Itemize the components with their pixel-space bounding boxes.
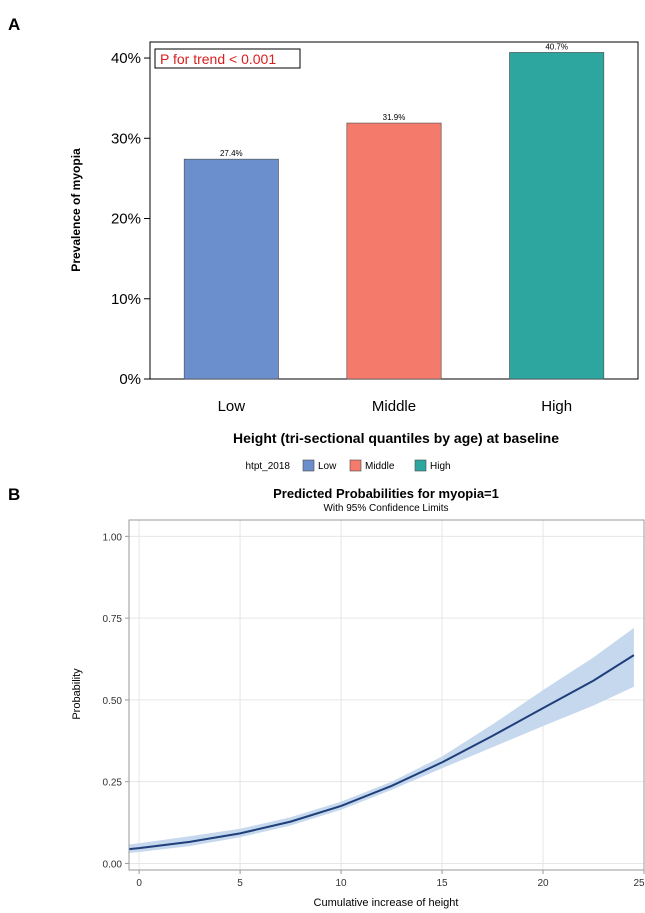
bar-middle bbox=[346, 122, 442, 380]
panel-b-label: B bbox=[8, 485, 20, 504]
panel-a-bars: 27.4% 31.9% 40.7% bbox=[183, 42, 605, 380]
trend-annotation: P for trend < 0.001 bbox=[160, 51, 276, 67]
x-tick-label: 10 bbox=[335, 878, 347, 889]
panel-b-subtitle: With 95% Confidence Limits bbox=[323, 503, 448, 514]
panel-a-y-axis: 0% 10% 20% 30% 40% bbox=[111, 50, 150, 388]
panel-b-grid bbox=[129, 520, 645, 870]
x-tick-label: 5 bbox=[237, 878, 243, 889]
legend-entry-label: High bbox=[430, 461, 451, 472]
legend-swatch bbox=[414, 459, 427, 472]
bar-data-label: 27.4% bbox=[220, 149, 243, 158]
panel-b-plot bbox=[128, 627, 635, 853]
x-category-label: Middle bbox=[372, 398, 416, 415]
bar-data-label: 40.7% bbox=[545, 42, 568, 51]
legend-title: htpt_2018 bbox=[246, 461, 291, 472]
panel-a-y-axis-title: Prevalence of myopia bbox=[69, 148, 83, 272]
panel-a-x-axis-title: Height (tri-sectional quantiles by age) … bbox=[233, 430, 559, 446]
panel-b-y-axis-title: Probability bbox=[71, 668, 83, 720]
y-tick-label: 0% bbox=[119, 371, 141, 388]
y-tick-label: 30% bbox=[111, 130, 141, 147]
panel-a-legend: htpt_2018 Low Middle High bbox=[246, 459, 451, 472]
legend-entry-label: Middle bbox=[365, 461, 395, 472]
panel-b-x-axis: 0 5 10 15 20 25 bbox=[136, 870, 645, 889]
x-category-label: Low bbox=[218, 398, 246, 415]
x-tick-label: 25 bbox=[633, 878, 645, 889]
panel-a-label: A bbox=[8, 15, 20, 34]
x-tick-label: 0 bbox=[136, 878, 142, 889]
panel-b-y-axis: 0.00 0.25 0.50 0.75 1.00 bbox=[103, 532, 129, 870]
y-tick-label: 10% bbox=[111, 291, 141, 308]
bar-low bbox=[183, 158, 279, 380]
y-tick-label: 20% bbox=[111, 211, 141, 228]
legend-swatch bbox=[349, 459, 362, 472]
confidence-band bbox=[129, 627, 634, 853]
x-tick-label: 15 bbox=[436, 878, 448, 889]
y-tick-label: 40% bbox=[111, 50, 141, 67]
bar-data-label: 31.9% bbox=[383, 113, 406, 122]
panel-b-plot-frame bbox=[128, 519, 645, 871]
trend-annotation-box bbox=[154, 48, 301, 69]
y-tick-label: 0.25 bbox=[103, 778, 123, 789]
y-tick-label: 0.75 bbox=[103, 614, 123, 625]
predicted-probability-line bbox=[128, 654, 635, 851]
panel-b-title: Predicted Probabilities for myopia=1 bbox=[273, 486, 499, 501]
y-tick-label: 1.00 bbox=[103, 532, 123, 543]
x-tick-label: 20 bbox=[537, 878, 549, 889]
legend-entry-label: Low bbox=[318, 461, 337, 472]
bar-high bbox=[509, 52, 605, 380]
y-tick-label: 0.50 bbox=[103, 696, 123, 707]
panel-b-x-axis-title: Cumulative increase of height bbox=[314, 897, 459, 909]
panel-a-x-axis: Low Middle High bbox=[218, 398, 573, 415]
x-category-label: High bbox=[541, 398, 572, 415]
y-tick-label: 0.00 bbox=[103, 859, 123, 870]
legend-swatch bbox=[302, 459, 315, 472]
